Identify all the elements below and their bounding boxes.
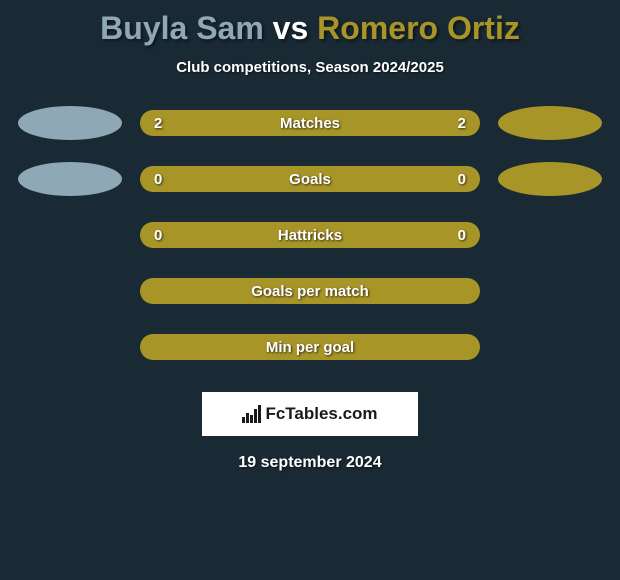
stat-bar: 2 Matches 2 (140, 110, 480, 136)
stat-bar: Goals per match (140, 278, 480, 304)
stat-value-right: 2 (458, 115, 466, 132)
stat-label: Goals (289, 171, 331, 188)
stat-label: Goals per match (251, 283, 369, 300)
stat-bar: Min per goal (140, 334, 480, 360)
ellipse-spacer (18, 218, 122, 252)
stat-value-right: 0 (458, 171, 466, 188)
ellipse-spacer (18, 274, 122, 308)
stat-bar: 0 Goals 0 (140, 166, 480, 192)
stat-row: 0 Hattricks 0 (0, 218, 620, 252)
logo-text: FcTables.com (265, 404, 377, 424)
ellipse-spacer (18, 330, 122, 364)
chart-icon (242, 405, 261, 423)
stat-bar: 0 Hattricks 0 (140, 222, 480, 248)
subtitle: Club competitions, Season 2024/2025 (0, 59, 620, 76)
player1-name: Buyla Sam (100, 10, 264, 46)
vs-separator: vs (273, 10, 317, 46)
stat-row: Goals per match (0, 274, 620, 308)
player2-ellipse (498, 106, 602, 140)
player2-name: Romero Ortiz (317, 10, 520, 46)
player1-ellipse (18, 106, 122, 140)
stat-row: 0 Goals 0 (0, 162, 620, 196)
stat-label: Matches (280, 115, 340, 132)
ellipse-spacer (498, 218, 602, 252)
player2-ellipse (498, 162, 602, 196)
stat-value-left: 2 (154, 115, 162, 132)
stat-value-left: 0 (154, 227, 162, 244)
logo-badge: FcTables.com (202, 392, 418, 436)
ellipse-spacer (498, 330, 602, 364)
stat-row: Min per goal (0, 330, 620, 364)
stat-value-right: 0 (458, 227, 466, 244)
player1-ellipse (18, 162, 122, 196)
stat-label: Min per goal (266, 339, 354, 356)
comparison-title: Buyla Sam vs Romero Ortiz (0, 0, 620, 47)
stat-label: Hattricks (278, 227, 342, 244)
stat-value-left: 0 (154, 171, 162, 188)
ellipse-spacer (498, 274, 602, 308)
date-text: 19 september 2024 (0, 454, 620, 472)
stat-row: 2 Matches 2 (0, 106, 620, 140)
